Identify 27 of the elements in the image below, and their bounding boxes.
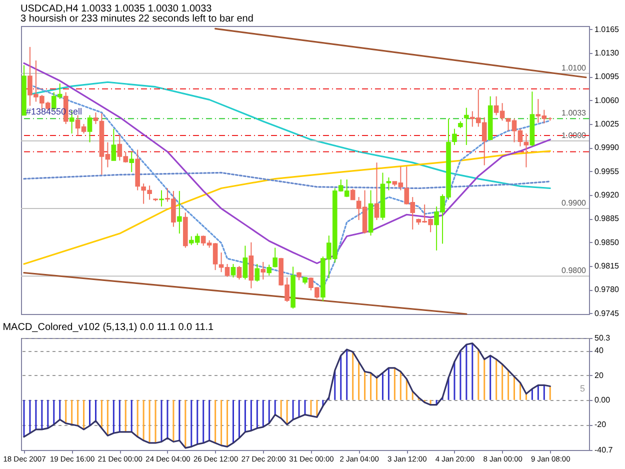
y-tick-label: 1.0130 [594,48,620,58]
y-tick-label: 1.0165 [594,24,620,34]
y-tick-label: 0.9780 [594,285,620,294]
y-tick-label: 0.9990 [594,143,620,152]
ref-line-label: 1.0100 [562,63,587,72]
chart-title: MACD_Colored_v102 (5,13,1) 0.0 11.1 0.0 11.1 [2,322,214,333]
y-tick-label: 0.9955 [594,166,620,176]
chart-subtitle: 3 hoursish or 233 minutes 22 seconds left to bar end [20,13,254,24]
y-tick-label: 1.0060 [594,96,620,105]
ref-line-label: 0.9800 [562,266,587,276]
y-tick-label: 50.3 [594,334,611,342]
y-tick-label: 0.00 [594,395,611,404]
chart-title: USDCAD,H4 1.0033 1.0035 1.0030 1.0033 [20,3,212,14]
ref-line-label: 1.0033 [562,108,587,118]
ref-line-label: 0.9900 [562,198,587,208]
annotation: 5 [580,383,585,394]
y-tick-label: 1.0095 [594,72,620,82]
y-tick-label: 20 [594,370,604,380]
y-tick-label: 0.9815 [594,262,620,270]
y-tick-label: -40.7 [594,446,614,454]
y-tick-label: 1.0025 [594,120,620,129]
y-tick-label: 0.9920 [594,190,620,200]
y-tick-label: 40 [594,346,604,356]
y-tick-label: -20 [594,420,607,430]
y-tick-label: 0.9745 [594,308,620,318]
y-tick-label: 0.9885 [594,214,620,224]
y-tick-label: 0.9850 [594,238,620,247]
